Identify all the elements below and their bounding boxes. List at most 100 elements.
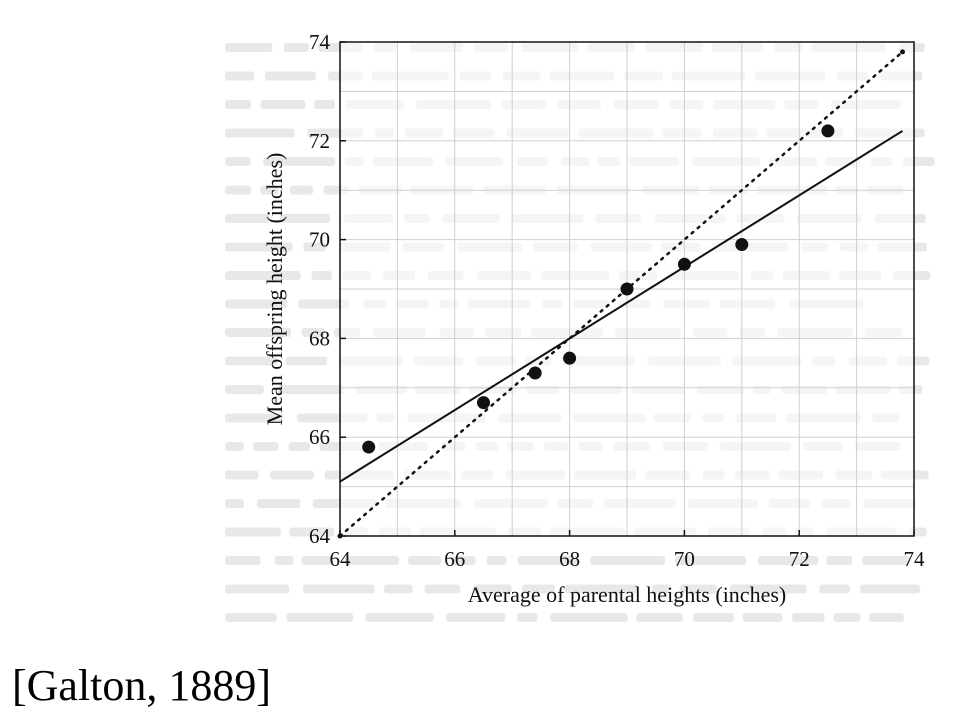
texture-stroke	[225, 214, 270, 223]
texture-stroke	[225, 356, 278, 366]
y-tick-label: 66	[309, 425, 330, 449]
texture-stroke	[260, 100, 306, 109]
texture-stroke	[446, 613, 506, 622]
texture-stroke	[651, 584, 670, 594]
texture-stroke	[521, 584, 555, 594]
texture-stroke	[859, 584, 921, 594]
texture-stroke	[285, 356, 328, 366]
texture-stroke	[288, 442, 310, 451]
x-tick-label: 70	[674, 547, 695, 571]
texture-stroke	[675, 556, 747, 565]
plot-frame	[339, 41, 915, 537]
texture-stroke	[869, 613, 904, 622]
texture-stroke	[486, 556, 507, 565]
texture-stroke	[253, 442, 279, 451]
texture-stroke	[314, 100, 335, 109]
y-tick-label: 68	[309, 326, 330, 350]
data-point	[563, 351, 577, 365]
texture-stroke	[590, 556, 666, 565]
texture-stroke	[225, 442, 244, 451]
texture-stroke	[225, 413, 284, 423]
texture-stroke	[344, 556, 400, 565]
x-tick-label: 72	[789, 547, 810, 571]
x-tick-label: 74	[904, 547, 926, 571]
data-point	[620, 282, 634, 296]
texture-stroke	[225, 556, 261, 565]
texture-stroke	[286, 613, 354, 622]
data-point	[735, 238, 749, 252]
texture-stroke	[225, 613, 277, 622]
texture-stroke	[225, 470, 259, 480]
texture-stroke	[452, 556, 476, 565]
texture-stroke	[225, 242, 293, 252]
texture-stroke	[826, 556, 853, 565]
x-tick-label: 68	[559, 547, 580, 571]
texture-stroke	[408, 556, 442, 565]
texture-stroke	[279, 214, 331, 223]
texture-stroke	[263, 157, 336, 166]
texture-stroke	[742, 613, 783, 622]
y-tick-label: 64	[309, 524, 331, 548]
texture-stroke	[225, 157, 251, 166]
texture-stroke	[693, 613, 734, 622]
x-tick-label: 64	[330, 547, 352, 571]
data-point	[362, 440, 376, 454]
texture-stroke	[225, 271, 301, 280]
texture-stroke	[758, 556, 819, 565]
texture-stroke	[833, 613, 861, 622]
citation-caption: [Galton, 1889]	[12, 661, 272, 710]
texture-stroke	[225, 128, 295, 138]
texture-stroke	[274, 556, 294, 565]
y-tick-label: 74	[309, 30, 331, 54]
texture-stroke	[301, 328, 325, 337]
texture-stroke	[264, 71, 316, 81]
texture-stroke	[301, 556, 334, 565]
texture-stroke	[225, 100, 252, 109]
texture-stroke	[225, 527, 281, 537]
data-point	[677, 257, 691, 271]
regression-line	[339, 130, 904, 483]
texture-stroke	[225, 71, 255, 81]
y-tick-label: 70	[309, 228, 330, 252]
texture-stroke	[516, 613, 538, 622]
x-tick-label: 66	[444, 547, 465, 571]
y-axis-label: Mean offspring height (inches)	[262, 153, 287, 426]
texture-stroke	[225, 584, 290, 594]
texture-stroke	[303, 584, 375, 594]
texture-stroke	[862, 556, 911, 565]
identity-start-dot	[337, 533, 343, 539]
x-axis-ticks: 64 66 68 70 72 74	[330, 530, 926, 571]
texture-stroke	[225, 299, 288, 309]
texture-stroke	[365, 613, 434, 622]
texture-stroke	[225, 185, 252, 195]
texture-stroke	[679, 584, 717, 594]
texture-stroke	[311, 271, 332, 280]
texture-stroke	[298, 299, 350, 309]
texture-stroke	[819, 584, 850, 594]
texture-stroke	[270, 470, 314, 480]
texture-stroke	[283, 43, 309, 52]
texture-stroke	[277, 385, 345, 394]
texture-stroke	[225, 385, 264, 394]
data-point	[528, 366, 542, 380]
texture-stroke	[384, 584, 413, 594]
texture-stroke	[256, 499, 301, 508]
texture-stroke	[225, 499, 245, 508]
data-point	[821, 124, 835, 138]
texture-stroke	[564, 584, 639, 594]
texture-stroke	[729, 584, 807, 594]
x-axis-label: Average of parental heights (inches)	[468, 582, 786, 607]
texture-stroke	[791, 613, 825, 622]
regression-chart: 64 66 68 70 72 74 64 66 68 70 72 74 Average of par…	[225, 30, 935, 622]
data-points	[337, 49, 906, 539]
identity-line	[338, 50, 904, 538]
texture-stroke	[225, 43, 273, 52]
identity-end-dot	[900, 49, 906, 55]
texture-stroke	[473, 584, 512, 594]
texture-stroke	[636, 613, 683, 622]
texture-stroke	[550, 613, 628, 622]
texture-stroke	[289, 185, 314, 195]
data-point	[477, 396, 490, 410]
texture-stroke	[225, 328, 292, 337]
